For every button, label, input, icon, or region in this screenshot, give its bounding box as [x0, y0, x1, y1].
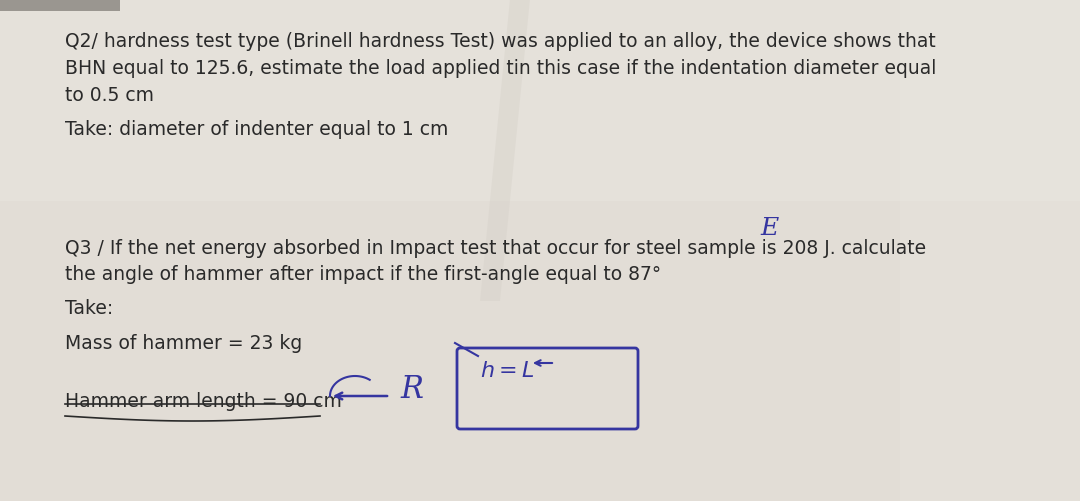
Text: BHN equal to 125.6, estimate the load applied tin this case if the indentation d: BHN equal to 125.6, estimate the load ap…	[65, 59, 936, 78]
Text: Q2/ hardness test type (Brinell hardness Test) was applied to an alloy, the devi: Q2/ hardness test type (Brinell hardness…	[65, 32, 935, 51]
Text: Take:: Take:	[65, 299, 113, 317]
Text: R: R	[400, 373, 423, 404]
Text: Q3 / If the net energy absorbed in Impact test that occur for steel sample is 20: Q3 / If the net energy absorbed in Impac…	[65, 238, 927, 258]
Text: Mass of hammer = 23 kg: Mass of hammer = 23 kg	[65, 333, 302, 352]
Polygon shape	[480, 0, 530, 302]
Text: $h = L$: $h = L$	[480, 359, 535, 381]
Text: E: E	[760, 216, 779, 239]
Text: to 0.5 cm: to 0.5 cm	[65, 86, 154, 105]
Text: Hammer arm length = 90 cm: Hammer arm length = 90 cm	[65, 391, 342, 410]
Bar	[900, 0, 1080, 501]
Bar	[0, 0, 120, 12]
Text: the angle of hammer after impact if the first‐angle equal to 87°: the angle of hammer after impact if the …	[65, 265, 661, 284]
Text: Take: diameter of indenter equal to 1 cm: Take: diameter of indenter equal to 1 cm	[65, 120, 448, 139]
Bar	[0, 0, 1080, 201]
